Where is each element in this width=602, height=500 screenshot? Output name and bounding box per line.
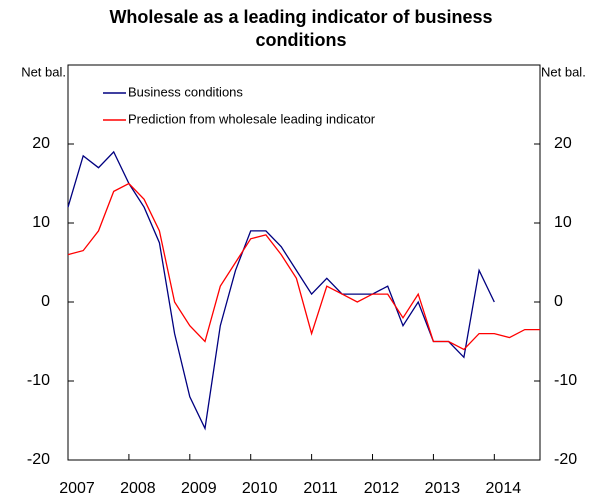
y-tick-label: 0: [41, 293, 50, 310]
y-tick-label: -20: [27, 451, 50, 468]
plot-frame: [67, 64, 541, 461]
y2-tick-label: -20: [554, 451, 577, 468]
y-tick-label: 20: [32, 135, 50, 152]
y2-tick-label: 10: [554, 214, 572, 231]
series-line: [67, 182, 540, 351]
x-tick-label: 2009: [181, 480, 217, 497]
x-tick-label: 2008: [120, 480, 156, 497]
y2-tick-label: -10: [554, 372, 577, 389]
y-axis-label: Net bal.: [21, 64, 66, 79]
x-tick-label: 2011: [303, 480, 338, 497]
legend-label: Prediction from wholesale leading indica…: [128, 111, 376, 126]
y2-tick-label: 20: [554, 135, 572, 152]
legend-label: Business conditions: [128, 84, 243, 99]
x-tick-label: 2010: [242, 480, 278, 497]
x-tick-label: 2014: [486, 480, 522, 497]
y2-tick-label: 0: [554, 293, 563, 310]
chart-title: Wholesale as a leading indicator of busi…: [109, 7, 493, 50]
series-line: [67, 150, 495, 431]
x-tick-label: 2013: [425, 480, 461, 497]
x-tick-label: 2012: [364, 480, 400, 497]
x-tick-label: 2007: [59, 480, 95, 497]
y-tick-label: -10: [27, 372, 50, 389]
y-tick-label: 10: [32, 214, 50, 231]
y2-axis-label: Net bal.: [541, 64, 586, 79]
